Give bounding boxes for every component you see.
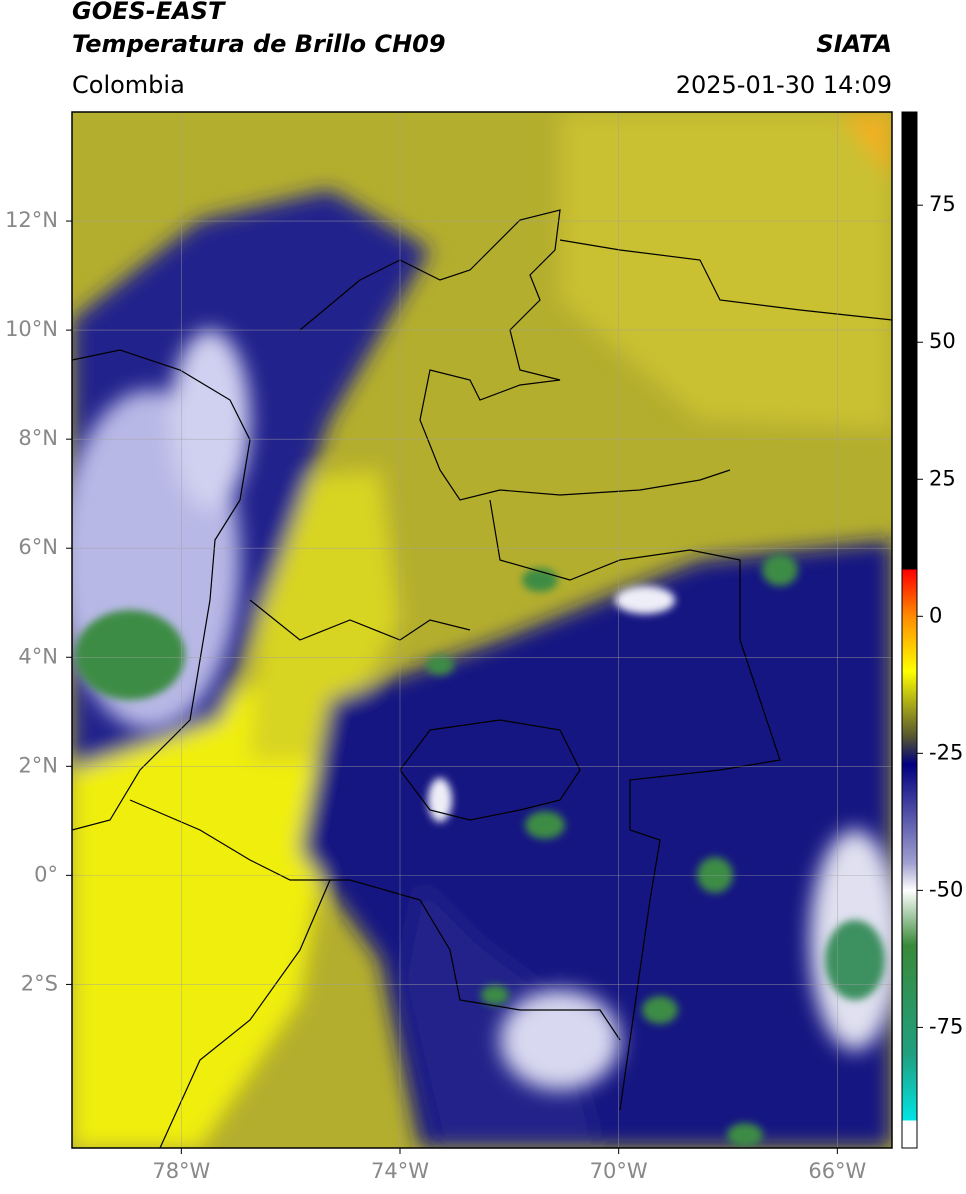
colorbar-tick-label: 75: [929, 192, 956, 216]
region: Colombia: [72, 71, 185, 99]
y-tick-label: 12°N: [5, 208, 58, 232]
x-tick-label: 74°W: [371, 1159, 429, 1183]
subtitle: Temperatura de Brillo CH09: [72, 30, 446, 58]
y-tick-label: 4°N: [18, 644, 58, 668]
source: SIATA: [816, 30, 892, 58]
colorbar-tick-label: 50: [929, 329, 956, 353]
y-tick-label: 2°S: [21, 971, 58, 995]
x-tick-label: 66°W: [808, 1159, 866, 1183]
colorbar: [901, 111, 918, 1149]
y-tick-label: 10°N: [5, 317, 58, 341]
colorbar-tick-label: 25: [929, 466, 956, 490]
x-tick-label: 78°W: [152, 1159, 210, 1183]
colorbar-tick-label: 0: [929, 603, 942, 627]
y-tick-label: 6°N: [18, 535, 58, 559]
x-tick-label: 70°W: [590, 1159, 648, 1183]
map-frame: [71, 111, 893, 1149]
y-tick-label: 8°N: [18, 426, 58, 450]
title: GOES-EAST: [72, 0, 226, 25]
satellite-image: [72, 112, 892, 1148]
datetime: 2025-01-30 14:09: [676, 71, 892, 99]
colorbar-tick-label: -75: [929, 1014, 963, 1038]
y-tick-label: 0°: [34, 862, 58, 886]
colorbar-tick-label: -50: [929, 877, 963, 901]
colorbar-tick-label: -25: [929, 740, 963, 764]
y-tick-label: 2°N: [18, 753, 58, 777]
